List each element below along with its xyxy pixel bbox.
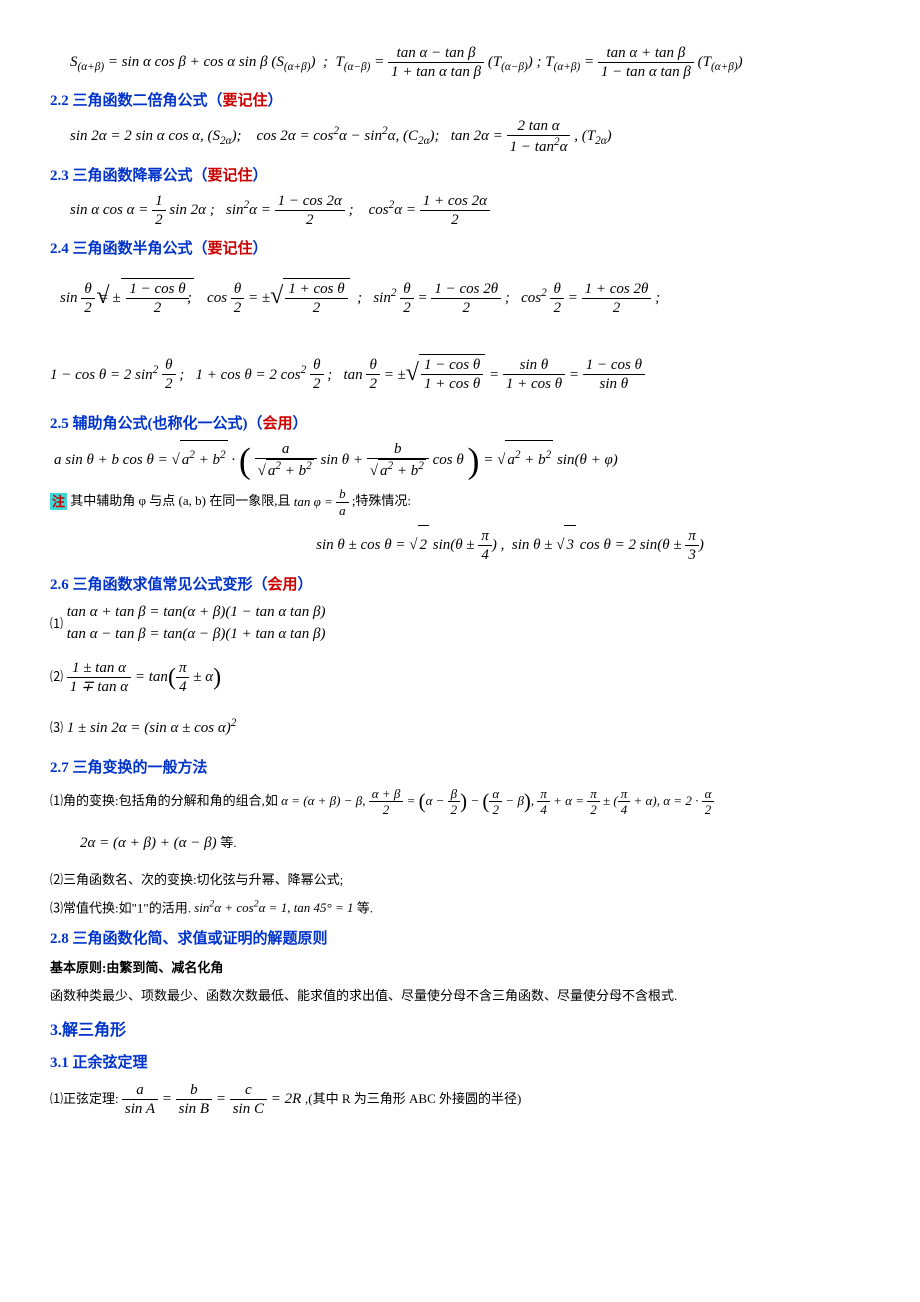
formula-2-4-line2: 1 − cos θ = 2 sin2 θ2 ; 1 + cos θ = 2 co… bbox=[50, 342, 870, 404]
heading-2-2-red: 要记住 bbox=[223, 93, 268, 109]
heading-2-5-suffix: ） bbox=[293, 416, 308, 432]
heading-3-1: 3.1 正余弦定理 bbox=[50, 1051, 870, 1075]
text-2-8-1: 基本原则:由繁到简、减名化角 bbox=[50, 957, 870, 979]
heading-2-6-red: 会用 bbox=[268, 577, 298, 593]
heading-2-3-suffix: ） bbox=[253, 168, 268, 184]
note-text1: 其中辅助角 φ 与点 (a, b) 在同一象限,且 bbox=[70, 494, 290, 509]
formula-2-6-1: ⑴ tan α + tan β = tan(α + β)(1 − tan α t… bbox=[50, 601, 870, 646]
note-2-5: 注 其中辅助角 φ 与点 (a, b) 在同一象限,且 tan φ = ba ;… bbox=[50, 486, 870, 518]
heading-2-2-prefix: 2.2 三角函数二倍角公式（ bbox=[50, 93, 223, 109]
item-3-1-label: ⑴正弦定理: bbox=[50, 1091, 119, 1106]
formula-2-5-main: a sin θ + b cos θ = √a2 + b2 · ( a√a2 + … bbox=[54, 440, 870, 481]
heading-2-6-suffix: ） bbox=[298, 577, 313, 593]
heading-2-3-red: 要记住 bbox=[208, 168, 253, 184]
formula-2-4-line1: sin θ2 = ± 1 − cos θ2 √ ; cos θ2 = ±√1 +… bbox=[60, 265, 870, 327]
item-2-6-2-label: ⑵ bbox=[50, 669, 63, 684]
formula-2-5-special: sin θ ± cos θ = √2 sin(θ ± π4) , sin θ ±… bbox=[150, 525, 870, 565]
formula-2-6-2: ⑵ 1 ± tan α1 ∓ tan α = tan(π4 ± α) bbox=[50, 658, 870, 697]
heading-2-4-suffix: ） bbox=[253, 241, 268, 257]
heading-2-5: 2.5 辅助角公式(也称化一公式)（会用） bbox=[50, 412, 870, 436]
heading-2-3-prefix: 2.3 三角函数降幂公式（ bbox=[50, 168, 208, 184]
text-2-7-1: ⑴角的变换:包括角的分解和角的组合,如 α = (α + β) − β, α +… bbox=[50, 786, 870, 818]
text-2-8-2: 函数种类最少、项数最少、函数次数最低、能求值的求出值、尽量使分母不含三角函数、尽… bbox=[50, 985, 870, 1007]
heading-2-2-suffix: ） bbox=[268, 93, 283, 109]
item-2-7-3-prefix: ⑶常值代换:如"1"的活用. bbox=[50, 900, 191, 915]
heading-2-4: 2.4 三角函数半角公式（要记住） bbox=[50, 237, 870, 261]
heading-2-7: 2.7 三角变换的一般方法 bbox=[50, 756, 870, 780]
item-2-7-1-label: ⑴角的变换:包括角的分解和角的组合,如 bbox=[50, 793, 278, 808]
note-text2: ;特殊情况: bbox=[352, 494, 411, 509]
heading-2-3: 2.3 三角函数降幂公式（要记住） bbox=[50, 164, 870, 188]
heading-3: 3.解三角形 bbox=[50, 1018, 870, 1044]
item-2-6-1-label: ⑴ bbox=[50, 615, 63, 630]
heading-2-5-prefix: 2.5 辅助角公式(也称化一公式)（ bbox=[50, 416, 263, 432]
text-2-7-1b: 2α = (α + β) + (α − β) 等. bbox=[80, 824, 870, 863]
heading-2-8: 2.8 三角函数化简、求值或证明的解题原则 bbox=[50, 927, 870, 951]
text-2-7-2: ⑵三角函数名、次的变换:切化弦与升幂、降幂公式; bbox=[50, 869, 870, 891]
formula-2-6-3: ⑶ 1 ± sin 2α = (sin α ± cos α)2 bbox=[50, 709, 870, 748]
formula-2-2: sin 2α = 2 sin α cos α, (S2α); cos 2α = … bbox=[70, 117, 870, 156]
heading-2-5-red: 会用 bbox=[263, 416, 293, 432]
heading-2-6: 2.6 三角函数求值常见公式变形（会用） bbox=[50, 573, 870, 597]
top-addition-formula: S(α+β) = sin α cos β + cos α sin β (S(α+… bbox=[70, 44, 870, 81]
item-2-6-3-label: ⑶ bbox=[50, 720, 63, 735]
formula-2-3: sin α cos α = 12 sin 2α ; sin2α = 1 − co… bbox=[70, 192, 870, 229]
formula-3-1: ⑴正弦定理: asin A = bsin B = csin C = 2R ,(其… bbox=[50, 1081, 870, 1118]
text-2-7-3: ⑶常值代换:如"1"的活用. sin2α + cos2α = 1, tan 45… bbox=[50, 897, 870, 919]
heading-2-6-prefix: 2.6 三角函数求值常见公式变形（ bbox=[50, 577, 268, 593]
item-2-7-3-suffix: 等. bbox=[357, 900, 373, 915]
heading-2-2: 2.2 三角函数二倍角公式（要记住） bbox=[50, 89, 870, 113]
item-3-1-note: ,(其中 R 为三角形 ABC 外接圆的半径) bbox=[305, 1091, 521, 1106]
heading-2-4-prefix: 2.4 三角函数半角公式（ bbox=[50, 241, 208, 257]
note-label: 注 bbox=[50, 493, 67, 510]
heading-2-4-red: 要记住 bbox=[208, 241, 253, 257]
